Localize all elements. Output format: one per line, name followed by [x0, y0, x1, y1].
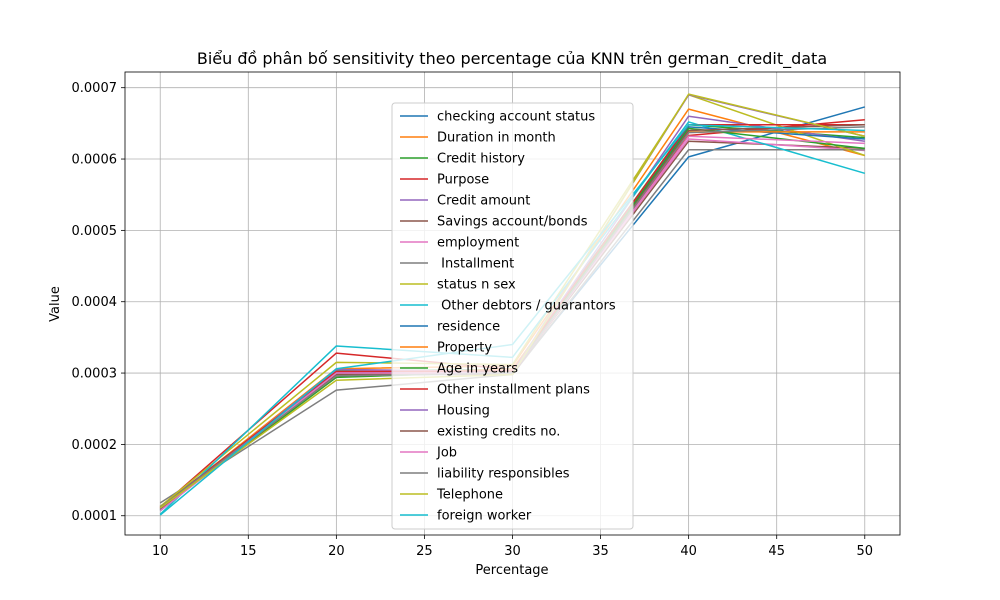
legend-label: Installment [437, 257, 514, 272]
legend-label: Credit history [437, 152, 525, 167]
legend-label: liability responsibles [437, 467, 570, 482]
legend-box [391, 102, 634, 530]
legend-label: Telephone [436, 488, 503, 503]
legend-label: Purpose [437, 173, 489, 188]
x-tick-label: 40 [680, 544, 697, 559]
y-tick-label: 0.0001 [72, 509, 118, 524]
y-tick-label: 0.0003 [72, 367, 118, 382]
x-axis-title: Percentage [475, 563, 548, 578]
legend-label: Credit amount [437, 194, 530, 209]
legend-label: Job [436, 446, 457, 461]
y-tick-label: 0.0004 [72, 295, 118, 310]
legend-label: foreign worker [437, 509, 532, 524]
y-tick-label: 0.0002 [72, 438, 118, 453]
legend-label: checking account status [437, 110, 595, 125]
x-tick-label: 10 [152, 544, 169, 559]
x-ticks: 10 15 20 25 30 35 40 45 50 [152, 535, 873, 559]
y-tick-label: 0.0005 [72, 224, 118, 239]
x-tick-label: 25 [416, 544, 433, 559]
legend-label: Property [437, 341, 492, 356]
legend-label: status n sex [437, 278, 516, 293]
y-tick-label: 0.0006 [72, 153, 118, 168]
legend-label: residence [437, 320, 500, 335]
x-tick-label: 20 [328, 544, 345, 559]
y-ticks: 0.0001 0.0002 0.0003 0.0004 0.0005 0.0006 0.00… [72, 81, 125, 524]
y-axis-title: Value [48, 286, 63, 322]
x-tick-label: 15 [240, 544, 257, 559]
legend-label: Other debtors / guarantors [437, 299, 616, 314]
legend-label: Age in years [437, 362, 518, 377]
legend-label: Savings account/bonds [437, 215, 588, 230]
legend-label: Other installment plans [437, 383, 590, 398]
x-tick-label: 35 [592, 544, 609, 559]
legend-label: Duration in month [437, 131, 556, 146]
x-tick-label: 30 [504, 544, 521, 559]
y-tick-label: 0.0007 [72, 81, 118, 96]
legend-label: Housing [437, 404, 490, 419]
legend: checking account status Duration in month… [391, 102, 634, 530]
chart-title: Biểu đồ phân bố sensitivity theo percent… [197, 49, 827, 69]
legend-label: existing credits no. [437, 425, 560, 440]
x-tick-label: 50 [856, 544, 873, 559]
legend-label: employment [437, 236, 519, 251]
x-tick-label: 45 [768, 544, 785, 559]
